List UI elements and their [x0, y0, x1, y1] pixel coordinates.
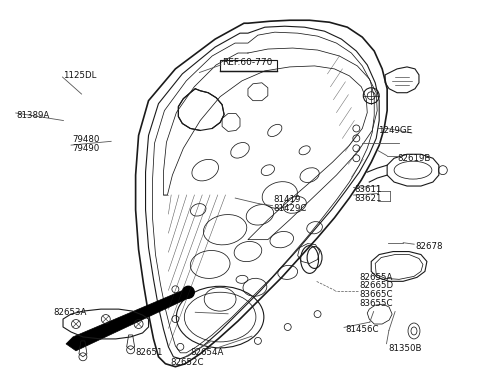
Text: 81389A: 81389A	[17, 111, 50, 120]
Text: REF.60-770: REF.60-770	[222, 58, 272, 67]
Text: 1125DL: 1125DL	[63, 70, 97, 80]
Text: 83655C: 83655C	[360, 299, 393, 308]
Text: 79480: 79480	[72, 135, 99, 144]
Text: 82654A: 82654A	[190, 348, 223, 357]
Polygon shape	[66, 289, 190, 351]
Text: 83621: 83621	[355, 194, 382, 203]
Text: 82651: 82651	[135, 348, 163, 357]
Text: 81429C: 81429C	[274, 204, 307, 213]
Text: 82655A: 82655A	[360, 273, 393, 282]
Text: 81456C: 81456C	[345, 325, 379, 334]
Text: 1249GE: 1249GE	[378, 126, 412, 135]
Text: 82665D: 82665D	[360, 281, 394, 290]
Text: 82653A: 82653A	[53, 308, 86, 317]
Text: 81350B: 81350B	[388, 344, 421, 353]
Text: 82678: 82678	[416, 242, 443, 251]
Text: 83611: 83611	[355, 185, 382, 194]
Text: 79490: 79490	[72, 144, 99, 153]
Circle shape	[182, 286, 194, 298]
Text: 82619B: 82619B	[397, 154, 431, 163]
Text: 82652C: 82652C	[171, 358, 204, 367]
Text: 83665C: 83665C	[360, 290, 393, 299]
Text: 81419: 81419	[274, 195, 301, 205]
